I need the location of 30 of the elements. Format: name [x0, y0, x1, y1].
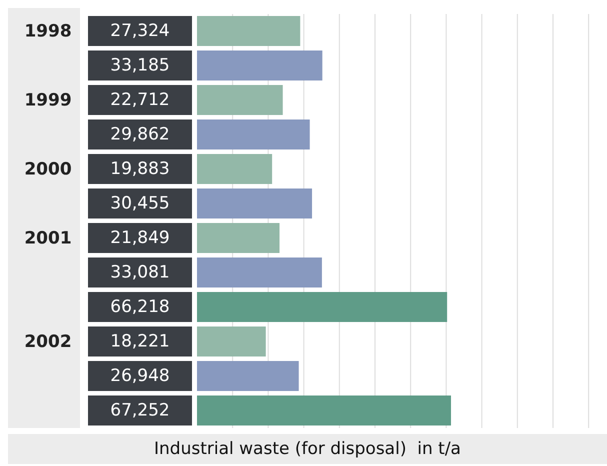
bar: [197, 85, 283, 115]
data-label: 19,883: [110, 159, 170, 179]
bar: [197, 361, 299, 391]
bar: [197, 120, 310, 150]
y-tick-label: 2000: [24, 159, 72, 180]
bar: [197, 16, 300, 46]
y-tick-label: 1999: [24, 90, 72, 110]
bar: [197, 188, 312, 218]
bar: [197, 258, 322, 288]
x-axis-title: Industrial waste (for disposal) in t/a: [8, 434, 607, 464]
y-tick-label: 1998: [24, 21, 72, 42]
data-label: 33,081: [110, 262, 170, 282]
data-label: 33,185: [110, 56, 170, 76]
data-label: 67,252: [110, 400, 170, 420]
data-label: 66,218: [110, 297, 170, 317]
bar: [197, 396, 451, 426]
y-tick-label: 2001: [24, 228, 72, 248]
data-label: 22,712: [110, 90, 170, 110]
bar: [197, 326, 266, 356]
data-label: 18,221: [110, 332, 170, 352]
bar: [197, 50, 322, 80]
bar: [197, 292, 448, 322]
data-label: 27,324: [110, 21, 170, 41]
data-label: 21,849: [110, 228, 170, 248]
data-label: 30,455: [110, 194, 170, 214]
bar: [197, 154, 272, 184]
bar: [197, 223, 280, 253]
y-tick-label: 2002: [24, 332, 72, 352]
data-label: 26,948: [110, 366, 170, 386]
data-label: 29,862: [110, 124, 170, 144]
